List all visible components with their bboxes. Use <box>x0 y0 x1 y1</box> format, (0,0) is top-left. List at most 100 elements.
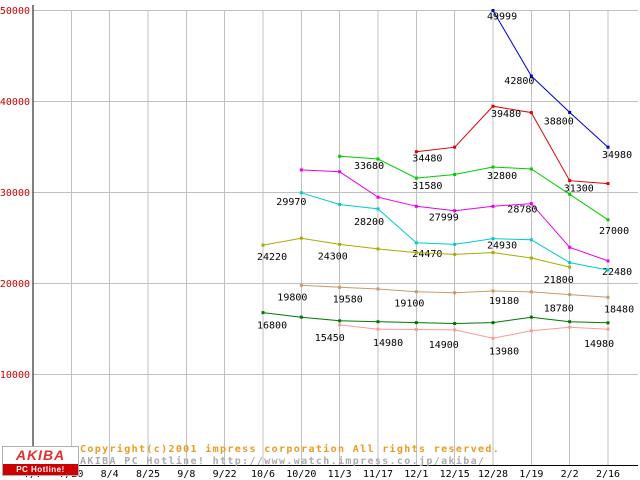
series-olive: 24220 24300 21800 <box>257 236 574 286</box>
akiba-logo-text: AKIBA <box>15 447 66 463</box>
data-label: 24220 <box>257 252 287 263</box>
series-pink-marker <box>453 328 457 332</box>
data-label: 24470 <box>412 249 442 260</box>
data-label: 33680 <box>354 161 384 172</box>
series-red-line <box>416 105 609 185</box>
data-label: 42800 <box>504 76 534 87</box>
series-red-marker <box>568 179 572 183</box>
series-tan-marker <box>453 291 457 295</box>
series-pink-marker <box>529 329 533 333</box>
series-pink-line <box>339 324 609 339</box>
data-label: 32800 <box>487 171 517 182</box>
series-cyan-marker <box>491 237 495 241</box>
series-darkgreen-marker <box>376 320 380 324</box>
akiba-logo-subtext: PC Hotline! <box>3 464 78 475</box>
series-magenta-marker <box>491 204 495 208</box>
copyright-line: Copyright(c)2001 impress corporation All… <box>80 444 501 455</box>
data-label: 19100 <box>394 299 424 310</box>
series-darkgreen-marker <box>414 321 418 325</box>
series-darkgreen-marker <box>606 321 610 325</box>
data-label: 24930 <box>487 241 517 252</box>
data-label: 19580 <box>333 294 363 305</box>
series-pink-marker <box>376 327 380 331</box>
x-tick-label: 12/1 <box>404 469 428 480</box>
series-pink-marker <box>491 336 495 340</box>
series-tan-marker <box>606 295 610 299</box>
series-cyan-marker <box>529 238 533 242</box>
series-green-marker <box>529 167 533 171</box>
series-darkgreen-marker <box>338 319 342 323</box>
series-tan-marker <box>529 290 533 294</box>
data-label: 28780 <box>507 205 537 216</box>
data-label: 34480 <box>412 154 442 165</box>
x-tick-label: 1/19 <box>519 469 543 480</box>
y-tick-label: 50000 <box>0 6 30 17</box>
series-blue-marker <box>491 9 495 13</box>
x-tick-label: 2/16 <box>596 469 620 480</box>
data-label: 18780 <box>544 304 574 315</box>
series-magenta-marker <box>414 204 418 208</box>
series-pink: 15450 14980 14900 13980 14980 <box>315 323 614 357</box>
series-magenta-marker <box>338 170 342 174</box>
series-cyan-marker <box>338 203 342 207</box>
series-blue-line <box>492 10 609 148</box>
y-tick-label: 30000 <box>0 188 30 199</box>
series-olive-marker <box>376 247 380 251</box>
series-blue-marker <box>529 74 533 78</box>
x-tick-label: 10/20 <box>286 469 316 480</box>
series-tan-marker <box>568 293 572 297</box>
x-tick-label: 9/8 <box>177 469 195 480</box>
akiba-logo: AKIBA PC Hotline! <box>2 446 79 476</box>
series-cyan-marker <box>299 191 303 195</box>
series-magenta-marker <box>568 245 572 249</box>
y-tick-label: 40000 <box>0 97 30 108</box>
x-tick-label: 2/2 <box>561 469 579 480</box>
series-red-marker <box>529 111 533 115</box>
series-olive-marker <box>261 243 265 247</box>
data-label: 34980 <box>602 150 632 161</box>
series-blue-marker <box>606 145 610 149</box>
series-green: 33680 31580 32800 27000 <box>338 154 629 237</box>
data-label: 16800 <box>257 321 287 332</box>
series-red-marker <box>453 145 457 149</box>
series-red: 34480 39480 31300 <box>412 104 610 195</box>
data-label: 22480 <box>602 267 632 278</box>
data-label: 19180 <box>489 296 519 307</box>
series-green-marker <box>414 176 418 180</box>
series-tan: 19800 19580 19100 19180 18780 18480 <box>277 283 634 315</box>
series-tan-marker <box>414 290 418 294</box>
x-tick-label: 8/4 <box>101 469 119 480</box>
series-cyan-marker <box>376 207 380 211</box>
x-tick-label: 12/28 <box>478 469 508 480</box>
series-blue-marker <box>568 110 572 114</box>
series-olive-marker <box>491 251 495 255</box>
series-pink-marker <box>606 327 610 331</box>
y-tick-label: 20000 <box>0 279 30 290</box>
data-label: 24300 <box>318 251 348 262</box>
data-label: 49999 <box>487 12 517 23</box>
data-label: 15450 <box>315 333 345 344</box>
series-magenta-marker <box>529 202 533 206</box>
x-tick-label: 11/3 <box>328 469 352 480</box>
x-tick-label: 11/17 <box>363 469 393 480</box>
series-green-marker <box>338 154 342 158</box>
series-green-marker <box>606 218 610 222</box>
data-label: 27000 <box>599 226 629 237</box>
x-tick-label: 10/6 <box>251 469 275 480</box>
series-darkgreen-marker <box>453 322 457 326</box>
series-tan-marker <box>376 287 380 291</box>
series-cyan-marker <box>606 268 610 272</box>
data-label: 14980 <box>584 339 614 350</box>
series-red-marker <box>606 182 610 186</box>
x-tick-label: 12/15 <box>440 469 470 480</box>
series-magenta: 27999 28780 22480 <box>299 168 632 278</box>
series-blue: 49999 42800 38800 34980 <box>487 9 632 161</box>
data-label: 31300 <box>564 184 594 195</box>
data-label: 19800 <box>277 292 307 303</box>
x-tick-label: 9/22 <box>213 469 237 480</box>
data-label: 13980 <box>489 346 519 357</box>
data-label: 14980 <box>373 338 403 349</box>
series-tan-marker <box>338 285 342 289</box>
site-url-line: AKIBA PC Hotline! http://www.watch.impre… <box>80 456 486 467</box>
